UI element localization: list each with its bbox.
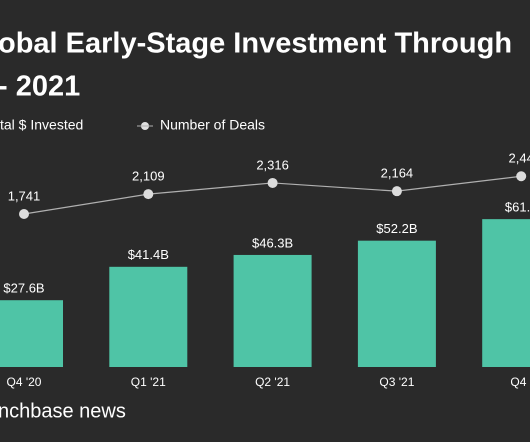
bar-label: $61.1 — [505, 200, 530, 215]
bar-label: $41.4B — [128, 247, 169, 262]
bar-label: $46.3B — [252, 235, 293, 250]
bar — [233, 254, 312, 367]
bar — [482, 219, 530, 367]
chart-title: - 2021 — [0, 71, 80, 103]
deals-point — [143, 189, 154, 200]
deals-label: 2,316 — [256, 157, 289, 172]
bar — [0, 300, 63, 367]
deals-label: 2,109 — [132, 169, 165, 184]
x-tick-label: Q1 '21 — [131, 375, 166, 389]
deals-point — [267, 177, 278, 188]
deals-label: 2,44 — [509, 151, 530, 166]
x-tick-label: Q4 '20 — [7, 375, 42, 389]
source: nchbase news — [0, 400, 126, 422]
deals-label: 1,741 — [8, 188, 41, 203]
x-tick-label: Q3 '21 — [379, 375, 414, 389]
chart-title: obal Early-Stage Investment Through — [0, 28, 512, 60]
legend-label: tal $ Invested — [0, 117, 83, 133]
x-tick-label: Q4 ' — [510, 375, 530, 389]
bar — [109, 266, 188, 367]
bar-label: $27.6B — [3, 281, 44, 296]
deals-point — [516, 171, 527, 182]
x-tick-label: Q2 '21 — [255, 375, 290, 389]
legend-label: Number of Deals — [160, 117, 265, 133]
deals-label: 2,164 — [381, 166, 414, 181]
deals-point — [19, 209, 29, 219]
deals-point — [391, 186, 402, 197]
bar-label: $52.2B — [376, 221, 417, 236]
bar — [357, 240, 436, 367]
